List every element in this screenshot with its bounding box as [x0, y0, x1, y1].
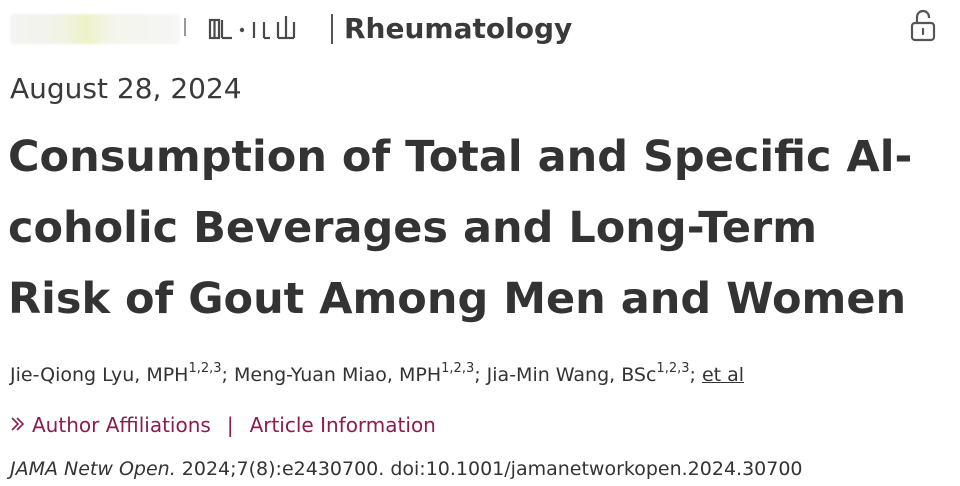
author-list: Jie-Qiong Lyu, MPH1,2,3; Meng-Yuan Miao,… — [10, 358, 744, 392]
author-name[interactable]: Meng-Yuan Miao, MPH — [234, 364, 442, 386]
author-affiliations-link[interactable]: Author Affiliations — [32, 413, 211, 437]
site-header: Rheumatology — [0, 0, 960, 60]
article-title: Consumption of Total and Specific Al- co… — [8, 122, 948, 335]
double-chevron-svg — [11, 417, 25, 431]
section-name[interactable]: Rheumatology — [344, 12, 573, 45]
citation-details: 2024;7(8):e2430700. doi:10.1001/jamanetw… — [175, 458, 803, 480]
journal-logo[interactable] — [208, 12, 318, 46]
et-al-link[interactable]: et al — [701, 364, 745, 386]
title-line-3: Risk of Gout Among Men and Women — [8, 274, 907, 324]
logo-divider — [184, 18, 186, 36]
citation: JAMA Netw Open. 2024;7(8):e2430700. doi:… — [10, 454, 803, 484]
title-line-2: coholic Beverages and Long-Term — [8, 203, 818, 253]
article-information-link[interactable]: Article Information — [249, 413, 436, 437]
unlock-icon[interactable] — [908, 8, 938, 42]
author-separator: ; — [689, 364, 702, 386]
brand-divider — [331, 14, 333, 44]
unlock-icon-svg — [910, 9, 936, 42]
author-affiliation-numbers: 1,2,3 — [441, 360, 475, 376]
author-name[interactable]: Jie-Qiong Lyu, MPH — [10, 364, 189, 386]
author-separator: ; — [221, 364, 234, 386]
journal-logo-icon — [208, 16, 296, 40]
author-affiliation-numbers: 1,2,3 — [188, 360, 222, 376]
links-separator: | — [226, 413, 234, 437]
blurred-logo — [10, 14, 180, 44]
author-affiliation-numbers: 1,2,3 — [656, 360, 690, 376]
article-links: Author Affiliations | Article Information — [10, 408, 436, 442]
publication-date: August 28, 2024 — [10, 72, 242, 105]
title-line-1: Consumption of Total and Specific Al- — [8, 132, 913, 182]
author-name[interactable]: Jia-Min Wang, BSc — [486, 364, 657, 386]
citation-journal: JAMA Netw Open. — [10, 458, 176, 480]
author-separator: ; — [474, 364, 487, 386]
double-chevron-right-icon — [10, 408, 26, 442]
